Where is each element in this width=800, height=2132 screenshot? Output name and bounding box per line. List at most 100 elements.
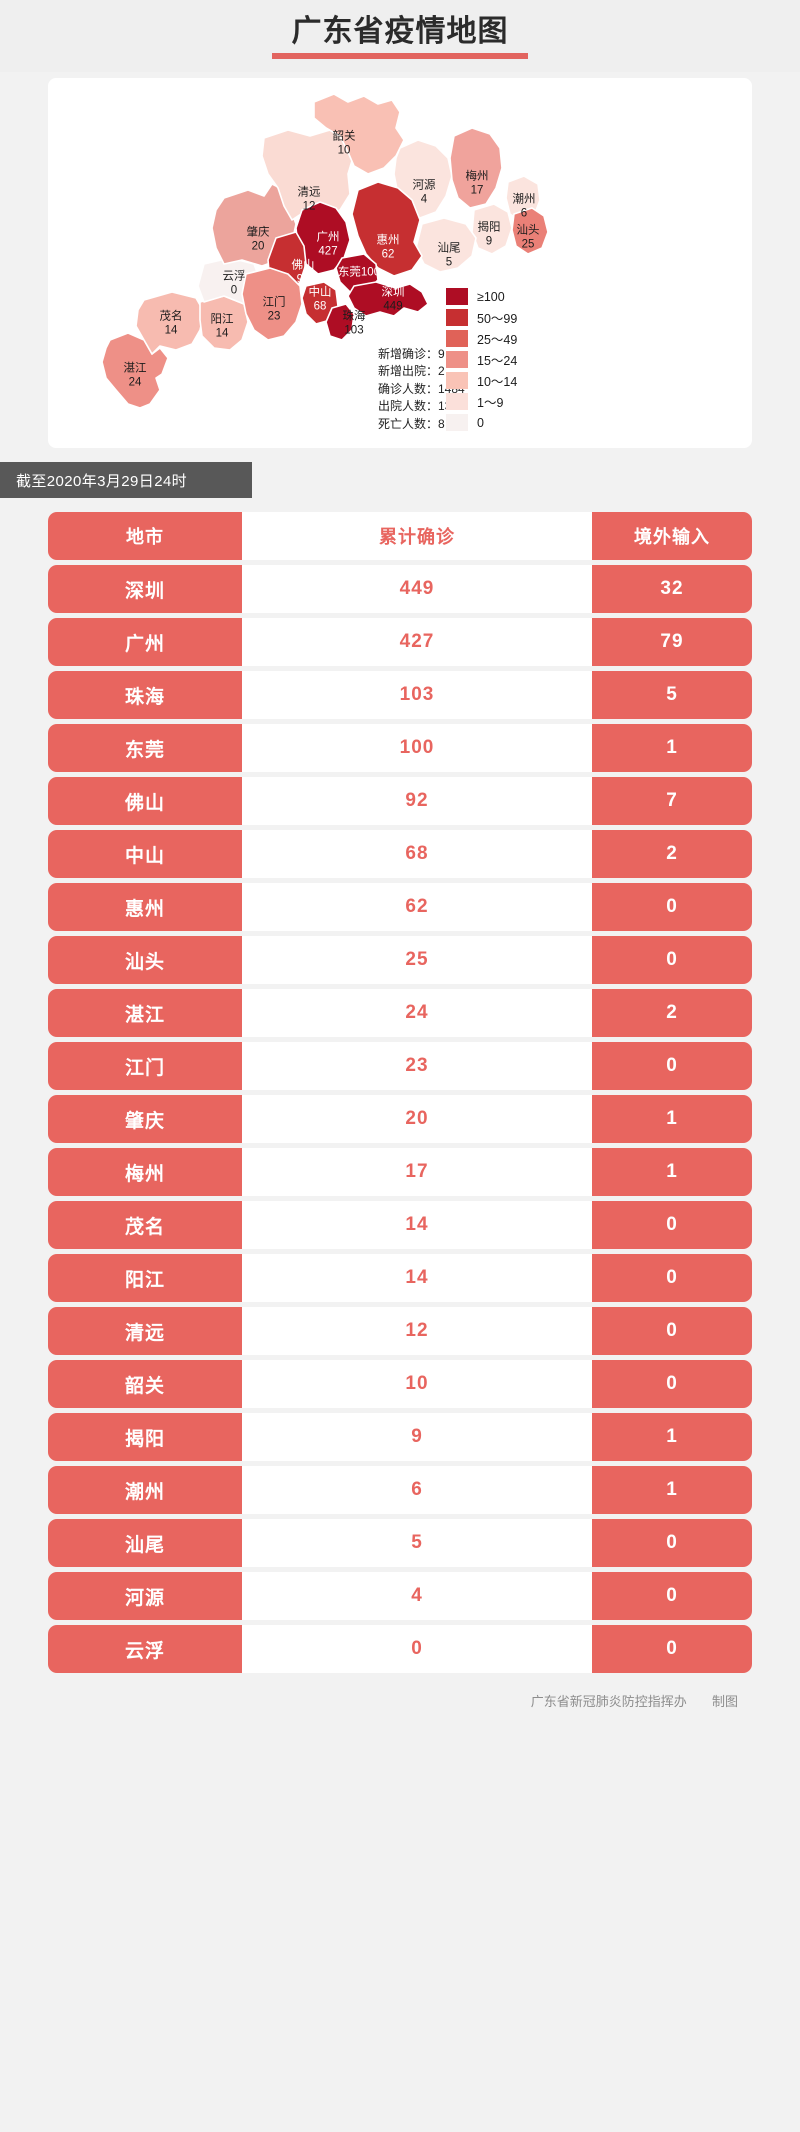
title-wrap: 广东省疫情地图	[0, 14, 800, 59]
cell-total: 20	[242, 1095, 592, 1143]
cell-imported: 0	[592, 1201, 752, 1249]
map-region-shanwei	[415, 217, 477, 273]
table-row: 茂名 14 0	[48, 1201, 752, 1249]
cell-imported: 79	[592, 618, 752, 666]
table-row: 中山 68 2	[48, 830, 752, 878]
footer-credit-label: 制图	[711, 1694, 738, 1709]
page-title: 广东省疫情地图	[291, 15, 509, 48]
cell-total: 9	[242, 1413, 592, 1461]
cell-city: 清远	[48, 1307, 242, 1355]
page-header: 广东省疫情地图	[0, 0, 800, 72]
cell-total: 427	[242, 618, 592, 666]
table-row: 江门 23 0	[48, 1042, 752, 1090]
footer-source: 广东省新冠肺炎防控指挥办	[530, 1694, 687, 1709]
map-region-zhuhai	[325, 303, 355, 341]
cell-imported: 1	[592, 1095, 752, 1143]
cell-city: 湛江	[48, 989, 242, 1037]
table-body: 深圳 449 32 广州 427 79 珠海 103 5 东莞 100 1 佛山 92 7 中山 68 2 惠州 62…	[48, 565, 752, 1673]
cell-city: 梅州	[48, 1148, 242, 1196]
cell-imported: 0	[592, 1360, 752, 1408]
cell-imported: 7	[592, 777, 752, 825]
table-row: 汕头 25 0	[48, 936, 752, 984]
cell-city: 河源	[48, 1572, 242, 1620]
table-row: 珠海 103 5	[48, 671, 752, 719]
legend-row-1: 50～99	[446, 307, 517, 328]
stat-line-2: 确诊人数：1484	[378, 381, 465, 396]
cell-imported: 0	[592, 1042, 752, 1090]
table-row: 阳江 14 0	[48, 1254, 752, 1302]
legend-label: 15～24	[477, 354, 518, 368]
map-region-jiangmen	[241, 267, 303, 341]
cell-total: 4	[242, 1572, 592, 1620]
column-header-city: 地市	[48, 512, 242, 560]
map-region-qingyuan	[261, 129, 355, 221]
date-banner: 截至2020年3月29日24时	[0, 462, 252, 498]
cell-imported: 2	[592, 989, 752, 1037]
map-region-shenzhen	[347, 281, 429, 317]
table-row: 韶关 10 0	[48, 1360, 752, 1408]
cell-total: 92	[242, 777, 592, 825]
cell-city: 广州	[48, 618, 242, 666]
table-row: 汕尾 5 0	[48, 1519, 752, 1567]
cell-city: 阳江	[48, 1254, 242, 1302]
cell-imported: 0	[592, 1307, 752, 1355]
legend-swatch	[446, 330, 468, 347]
cell-city: 肇庆	[48, 1095, 242, 1143]
table-row: 佛山 92 7	[48, 777, 752, 825]
map-region-maoming	[135, 291, 205, 355]
table-row: 揭阳 9 1	[48, 1413, 752, 1461]
table-row: 肇庆 20 1	[48, 1095, 752, 1143]
column-header-imported: 境外输入	[592, 512, 752, 560]
title-underline	[272, 53, 528, 59]
legend-row-0: ≥100	[446, 286, 517, 307]
cell-imported: 0	[592, 1572, 752, 1620]
cell-city: 汕头	[48, 936, 242, 984]
city-case-table: 地市 累计确诊 境外输入 深圳 449 32 广州 427 79 珠海 103 5 东莞 100 1 佛…	[48, 512, 752, 1673]
stat-line-0: 新增确诊：9	[378, 347, 445, 361]
legend-row-6: 0	[446, 412, 517, 433]
cell-city: 汕尾	[48, 1519, 242, 1567]
stat-line-1: 新增出院：2	[378, 364, 445, 379]
table-row: 广州 427 79	[48, 618, 752, 666]
cell-city: 揭阳	[48, 1413, 242, 1461]
table-row: 深圳 449 32	[48, 565, 752, 613]
legend-swatch	[446, 309, 468, 326]
cell-imported: 1	[592, 1148, 752, 1196]
cell-city: 东莞	[48, 724, 242, 772]
cell-total: 103	[242, 671, 592, 719]
legend-label: 10～14	[477, 375, 518, 389]
cell-total: 25	[242, 936, 592, 984]
cell-imported: 32	[592, 565, 752, 613]
map-region-shantou	[511, 207, 549, 255]
cell-total: 5	[242, 1519, 592, 1567]
cell-city: 惠州	[48, 883, 242, 931]
cell-total: 24	[242, 989, 592, 1037]
cell-city: 潮州	[48, 1466, 242, 1514]
cell-city: 深圳	[48, 565, 242, 613]
legend-label: 0	[477, 415, 484, 430]
stat-line-4: 死亡人数：8	[378, 416, 445, 431]
cell-imported: 0	[592, 936, 752, 984]
legend-row-2: 25～49	[446, 328, 517, 349]
map-region-yangjiang	[199, 295, 249, 351]
table-row: 潮州 6 1	[48, 1466, 752, 1514]
cell-city: 中山	[48, 830, 242, 878]
cell-total: 10	[242, 1360, 592, 1408]
cell-total: 14	[242, 1201, 592, 1249]
map-region-jieyang	[471, 203, 513, 255]
cell-total: 0	[242, 1625, 592, 1673]
cell-total: 23	[242, 1042, 592, 1090]
cell-imported: 1	[592, 1466, 752, 1514]
legend-row-3: 15～24	[446, 349, 517, 370]
cell-total: 68	[242, 830, 592, 878]
cell-imported: 0	[592, 1625, 752, 1673]
cell-total: 17	[242, 1148, 592, 1196]
guangdong-map	[101, 93, 549, 409]
map-card: 韶关 10 清远 12 河源 4 梅州 17 潮州 6 揭阳 9 汕头 25 肇庆 20 云浮 0 广州 427 佛山 9…	[48, 78, 752, 448]
cell-total: 14	[242, 1254, 592, 1302]
map-region-meizhou	[449, 127, 503, 209]
cell-imported: 0	[592, 883, 752, 931]
map-stats: 新增确诊：9 新增出院：2 确诊人数：1484 出院人数：1351 死亡人数：8	[378, 346, 465, 433]
map-region-huizhou	[351, 181, 423, 277]
